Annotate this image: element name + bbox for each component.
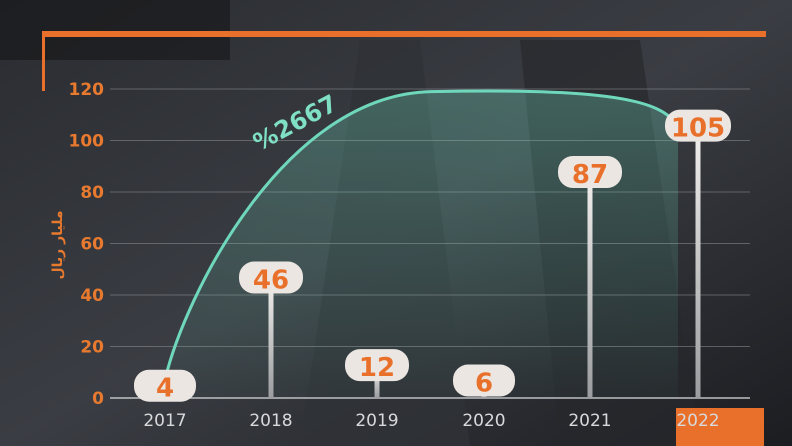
growth-area-fill [165, 91, 678, 398]
x-tick-label: 2020 [462, 411, 505, 431]
value-label-bg [239, 261, 303, 294]
bar-2021 [587, 173, 593, 398]
value-label-bg [558, 155, 622, 188]
y-tick-label: 20 [80, 338, 104, 358]
value-label-bg [134, 369, 196, 402]
value-label-bg [665, 109, 731, 142]
value-label-2019: 12 [359, 353, 395, 383]
value-label-2020: 6 [475, 369, 493, 399]
highlight-year-bg [676, 408, 764, 446]
bar-2022 [695, 127, 701, 398]
x-tick-label: 2021 [568, 411, 611, 431]
value-label-2022: 105 [671, 114, 725, 144]
x-tick-label: 2019 [355, 411, 398, 431]
x-tick-label: 2018 [249, 411, 292, 431]
y-tick-label: 60 [80, 235, 104, 255]
value-label-2017: 4 [156, 374, 174, 404]
y-tick-label: 0 [92, 389, 104, 409]
bar-2018 [268, 279, 274, 398]
value-labels: 4 46 12 6 87 105 [134, 109, 731, 404]
y-tick-label: 100 [69, 132, 105, 152]
value-label-bg [453, 364, 515, 397]
value-label-bg [345, 349, 409, 382]
y-axis-ticks: 0 20 40 60 80 100 120 [69, 80, 105, 409]
y-axis-label: مليار ريال [50, 210, 66, 279]
y-tick-label: 80 [80, 183, 104, 203]
value-label-2021: 87 [572, 160, 608, 190]
x-tick-label: 2017 [143, 411, 186, 431]
y-tick-label: 40 [80, 286, 104, 306]
building-silhouette-3 [0, 0, 230, 60]
top-frame-bar [42, 31, 766, 37]
value-label-2018: 46 [253, 266, 289, 296]
x-tick-label: 2022 [676, 411, 719, 431]
y-tick-label: 120 [69, 80, 105, 100]
left-frame-bar [42, 31, 45, 91]
growth-curve [163, 89, 680, 381]
growth-area [163, 89, 680, 398]
bar-2019 [374, 367, 380, 398]
x-axis-ticks: 2017 2018 2019 2020 2021 2022 [143, 408, 764, 446]
